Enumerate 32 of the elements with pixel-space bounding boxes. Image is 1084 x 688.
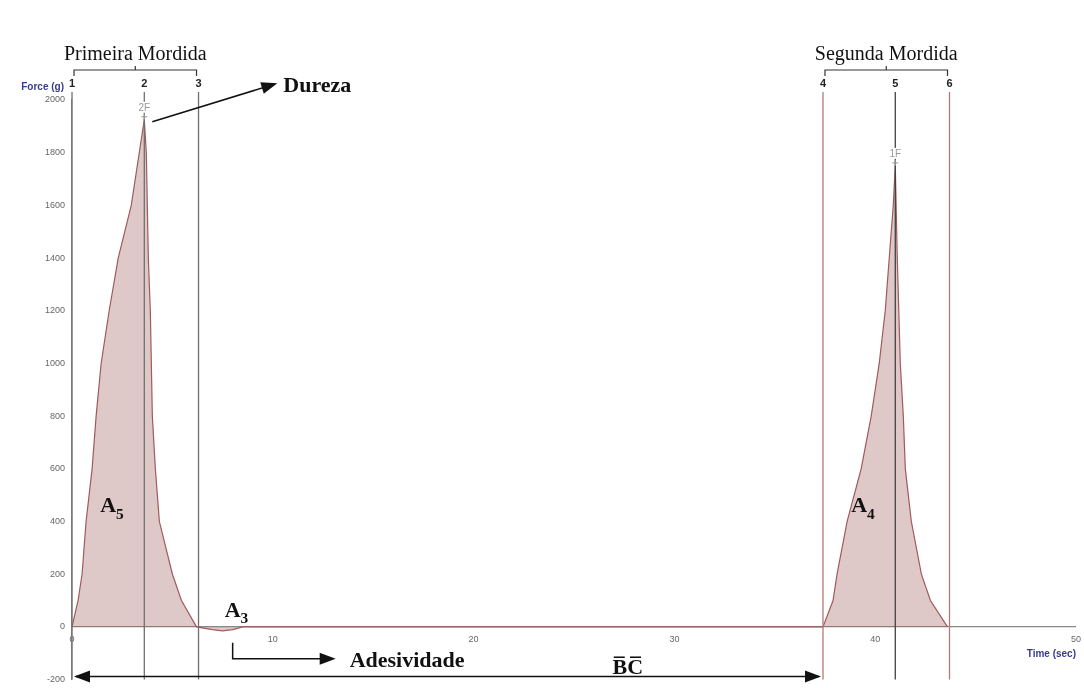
text: 4 [819, 77, 827, 89]
y-tick-label: 1000 [44, 357, 66, 368]
y-tick-label: 0 [60, 621, 66, 632]
text: 5 [892, 77, 899, 89]
x-tick-label: 20 [468, 633, 479, 644]
annotation: 2F [138, 101, 151, 113]
x-tick-label: 50 [1070, 633, 1081, 644]
annotation: B̅C̅ [612, 653, 644, 679]
text: Primeira Mordida [63, 42, 207, 64]
y-tick-label: 1400 [44, 252, 66, 263]
text: Dureza [283, 71, 352, 97]
y-tick-label: 1600 [44, 199, 66, 210]
text: 3 [195, 77, 202, 89]
y-tick-label: 1800 [44, 147, 66, 158]
y-tick-label: 800 [49, 410, 66, 421]
y-tick-label: 600 [49, 463, 66, 474]
y-tick-label: 200 [49, 568, 66, 579]
text: 2 [141, 77, 148, 89]
y-tick-label: 1200 [44, 305, 66, 316]
annotation: Adesividade [349, 646, 465, 672]
x-axis-title: Time (sec) [1026, 647, 1076, 659]
y-tick-label: 2000 [44, 94, 66, 105]
y-tick-label: -200 [47, 674, 66, 685]
y-tick-label: 400 [49, 516, 66, 527]
text: 1 [68, 77, 76, 89]
x-tick-label: 40 [870, 633, 881, 644]
annotation: 1F [889, 147, 902, 159]
x-tick-label: 10 [267, 633, 278, 644]
text: 6 [946, 77, 953, 89]
y-axis-title: Force (g) [21, 81, 65, 92]
text: Segunda Mordida [814, 42, 958, 65]
x-tick-label: 30 [669, 633, 680, 644]
